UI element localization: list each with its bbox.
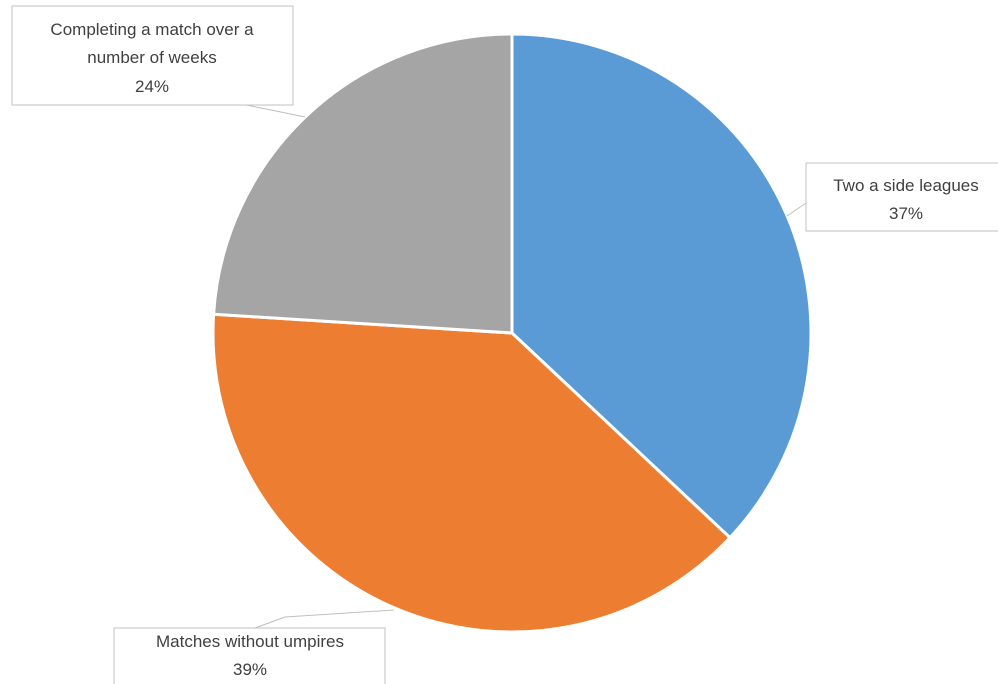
slice-label-completing-a-match-line-1: Completing a match over a [50, 20, 254, 39]
slice-percent-two-a-side-leagues: 37% [889, 204, 923, 223]
pie-slice-matches-without-umpires [211, 312, 732, 634]
callout-box-two-a-side-leagues [805, 162, 998, 232]
callout-completing-a-match: Completing a match over a number of week… [11, 5, 306, 118]
slice-percent-completing-a-match: 24% [135, 77, 169, 96]
callout-matches-without-umpires: Matches without umpires 39% [113, 609, 395, 684]
slice-label-matches-without-umpires: Matches without umpires [156, 632, 344, 651]
callout-leader-completing-a-match [245, 104, 306, 118]
callout-box-completing-a-match [11, 5, 294, 106]
callout-leader-two-a-side-leagues [786, 202, 807, 217]
callout-box-matches-without-umpires [113, 627, 386, 684]
pie-slice-two-a-side-leagues [510, 32, 813, 540]
pie-slices [211, 32, 813, 634]
callout-leader-matches-without-umpires [254, 609, 395, 629]
callout-two-a-side-leagues: Two a side leagues 37% [786, 162, 998, 232]
slice-label-two-a-side-leagues: Two a side leagues [833, 176, 979, 195]
slice-percent-matches-without-umpires: 39% [233, 660, 267, 679]
slice-label-completing-a-match-line-2: number of weeks [87, 48, 216, 67]
pie-slice-completing-a-match-over-a-number-of-weeks [212, 32, 514, 335]
